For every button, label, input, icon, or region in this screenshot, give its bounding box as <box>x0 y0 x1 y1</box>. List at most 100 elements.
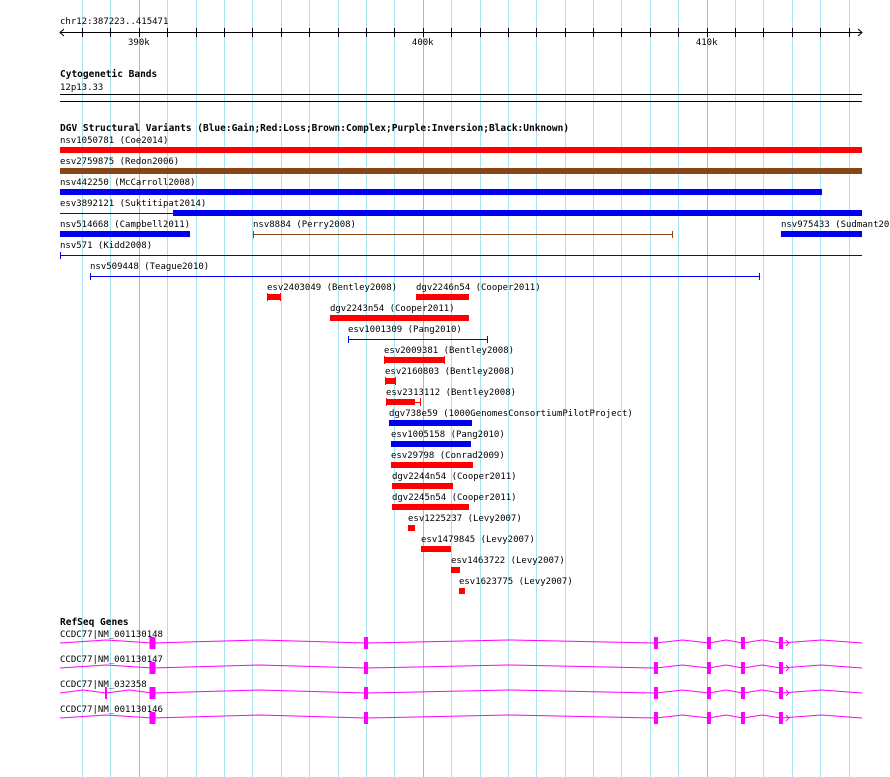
exon[interactable] <box>653 637 658 649</box>
sv-feature-label: nsv514668 (Campbell2011) <box>60 220 190 230</box>
sv-feature-label: esv2009381 (Bentley2008) <box>384 346 514 356</box>
sv-feature[interactable]: esv2759875 (Redon2006) <box>60 157 862 174</box>
sv-bar[interactable] <box>420 546 451 552</box>
sv-bar[interactable] <box>60 231 191 237</box>
sv-bar[interactable] <box>172 210 862 216</box>
sv-feature[interactable]: dgv738e59 (1000GenomesConsortiumPilotPro… <box>388 409 633 426</box>
sv-feature[interactable]: esv2160803 (Bentley2008) <box>384 367 515 385</box>
exon[interactable] <box>706 662 711 674</box>
exon[interactable] <box>363 637 368 649</box>
sv-feature-label: esv1001309 (Pang2010) <box>348 325 462 335</box>
sv-feature-label: esv1225237 (Levy2007) <box>408 514 522 524</box>
exon[interactable] <box>778 712 783 724</box>
exon[interactable] <box>778 687 783 699</box>
exon[interactable] <box>363 712 368 724</box>
sv-bar[interactable] <box>415 294 469 300</box>
exon[interactable] <box>653 662 658 674</box>
sv-feature[interactable]: esv2403049 (Bentley2008) <box>267 283 397 301</box>
sv-feature-label: dgv2245n54 (Cooper2011) <box>392 493 517 503</box>
exon[interactable] <box>149 712 156 724</box>
sv-feature[interactable]: esv1001309 (Pang2010) <box>348 325 488 343</box>
sv-bar[interactable] <box>391 483 453 489</box>
sv-feature[interactable]: nsv1050781 (Coe2014) <box>60 136 862 153</box>
exon[interactable] <box>363 687 368 699</box>
sv-feature[interactable]: esv29798 (Conrad2009) <box>390 451 505 468</box>
exon[interactable] <box>740 687 745 699</box>
sv-feature[interactable]: esv1623775 (Levy2007) <box>458 577 573 594</box>
sv-feature-label: nsv8884 (Perry2008) <box>253 220 356 230</box>
ruler[interactable]: chr12:387223..415471 390k 400k 410k <box>59 17 863 48</box>
exon[interactable] <box>149 637 156 649</box>
transcript[interactable]: CCDC77|NM_001130148 <box>59 630 863 649</box>
sv-bar[interactable] <box>391 504 469 510</box>
sv-bar[interactable] <box>329 315 469 321</box>
exon[interactable] <box>653 712 658 724</box>
transcript-label: CCDC77|NM_001130148 <box>60 630 163 640</box>
sv-feature[interactable]: nsv442250 (McCarroll2008) <box>60 178 822 195</box>
intron-line <box>59 664 863 669</box>
exon[interactable] <box>363 662 368 674</box>
sv-feature[interactable]: esv1005158 (Pang2010) <box>390 430 505 447</box>
sv-feature-label: esv2313112 (Bentley2008) <box>386 388 516 398</box>
sv-feature[interactable]: nsv514668 (Campbell2011) <box>60 220 190 237</box>
sv-feature[interactable]: nsv8884 (Perry2008) <box>253 220 673 238</box>
sv-bar[interactable] <box>780 231 862 237</box>
ruler-right-arrow-icon[interactable] <box>857 28 863 37</box>
cytoband-track[interactable]: Cytogenetic Bands 12p13.33 <box>60 69 862 102</box>
sv-bar[interactable] <box>60 168 862 174</box>
exon[interactable] <box>104 687 107 699</box>
exon[interactable] <box>740 662 745 674</box>
intron-line <box>59 714 863 719</box>
sv-feature[interactable]: nsv571 (Kidd2008) <box>60 241 862 259</box>
cytoband-label: 12p13.33 <box>60 83 103 93</box>
sv-bar[interactable] <box>390 441 471 447</box>
exon[interactable] <box>778 637 783 649</box>
location-label: chr12:387223..415471 <box>60 17 168 27</box>
sv-bar[interactable] <box>267 294 281 300</box>
sv-bar[interactable] <box>60 189 822 195</box>
transcript[interactable]: CCDC77|NM_001130147 <box>59 655 863 674</box>
sv-feature[interactable]: esv1463722 (Levy2007) <box>450 556 565 573</box>
sv-feature[interactable]: dgv2243n54 (Cooper2011) <box>329 304 469 321</box>
sv-feature[interactable]: dgv2246n54 (Cooper2011) <box>415 283 541 300</box>
sv-feature[interactable]: dgv2245n54 (Cooper2011) <box>391 493 517 510</box>
sv-feature[interactable]: esv3892121 (Suktitipat2014) <box>60 199 862 216</box>
exon[interactable] <box>706 712 711 724</box>
exon[interactable] <box>740 637 745 649</box>
sv-bar[interactable] <box>385 399 416 405</box>
sv-bar[interactable] <box>388 420 472 426</box>
sv-feature[interactable]: nsv509448 (Teague2010) <box>90 262 760 280</box>
sv-bar[interactable] <box>384 378 396 384</box>
sv-feature[interactable]: esv1479845 (Levy2007) <box>420 535 535 552</box>
transcript-label: CCDC77|NM_032358 <box>60 680 147 690</box>
exon[interactable] <box>149 687 156 699</box>
sv-bar[interactable] <box>407 525 416 531</box>
transcript[interactable]: CCDC77|NM_032358 <box>59 680 863 699</box>
sv-feature[interactable]: esv2009381 (Bentley2008) <box>384 346 514 364</box>
ruler-tick-label: 410k <box>696 38 718 48</box>
exon[interactable] <box>149 662 156 674</box>
transcript-label: CCDC77|NM_001130147 <box>60 655 163 665</box>
sv-bar[interactable] <box>450 567 460 573</box>
exon[interactable] <box>778 662 783 674</box>
sv-bar[interactable] <box>384 357 445 363</box>
exon[interactable] <box>706 637 711 649</box>
sv-feature[interactable]: nsv975433 (Sudmant2013) <box>780 220 890 237</box>
refseq-track[interactable]: RefSeq Genes CCDC77|NM_001130148 CCDC77|N… <box>59 617 863 724</box>
sv-feature[interactable]: esv2313112 (Bentley2008) <box>385 388 516 406</box>
exon[interactable] <box>653 687 658 699</box>
sv-feature-label: dgv2244n54 (Cooper2011) <box>392 472 517 482</box>
dgv-track[interactable]: DGV Structural Variants (Blue:Gain;Red:L… <box>60 123 890 594</box>
sv-bar[interactable] <box>60 147 862 153</box>
cytoband-track-title: Cytogenetic Bands <box>60 69 157 80</box>
ruler-left-arrow-icon[interactable] <box>59 28 65 37</box>
sv-bar[interactable] <box>390 462 473 468</box>
strand-arrow-icon <box>785 664 790 672</box>
sv-feature[interactable]: esv1225237 (Levy2007) <box>407 514 522 531</box>
transcript[interactable]: CCDC77|NM_001130146 <box>59 705 863 724</box>
exon[interactable] <box>706 687 711 699</box>
sv-feature[interactable]: dgv2244n54 (Cooper2011) <box>391 472 517 489</box>
sv-bar[interactable] <box>458 588 465 594</box>
exon[interactable] <box>740 712 745 724</box>
